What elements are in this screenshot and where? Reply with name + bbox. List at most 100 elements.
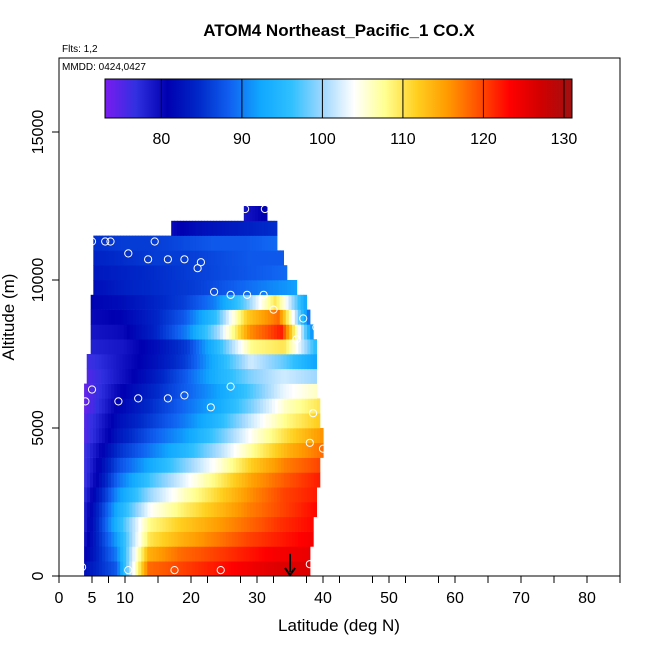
heatmap-cell bbox=[120, 561, 124, 577]
heatmap-cell bbox=[188, 428, 193, 444]
heatmap-cell bbox=[158, 442, 163, 458]
heatmap-cell bbox=[314, 428, 318, 444]
heatmap-cell bbox=[96, 428, 100, 444]
heatmap-cell bbox=[227, 398, 231, 414]
heatmap-cell bbox=[171, 220, 175, 236]
heatmap-cell bbox=[138, 487, 143, 503]
heatmap-cell bbox=[217, 339, 221, 355]
heatmap-cell bbox=[174, 561, 178, 577]
heatmap-cell bbox=[300, 546, 305, 562]
heatmap-cell bbox=[87, 502, 91, 518]
sample-point bbox=[309, 409, 318, 418]
heatmap-cell bbox=[108, 561, 112, 577]
heatmap-cell bbox=[134, 428, 139, 444]
heatmap-cell bbox=[93, 309, 98, 325]
heatmap-cell bbox=[265, 502, 269, 518]
heatmap-cell bbox=[93, 546, 97, 562]
heatmap-cell bbox=[159, 235, 164, 251]
sample-point bbox=[312, 323, 321, 332]
heatmap-cell bbox=[213, 324, 218, 340]
heatmap-cell bbox=[132, 265, 137, 281]
heatmap-cell bbox=[138, 502, 143, 518]
heatmap-cell bbox=[102, 561, 106, 577]
heatmap-cell bbox=[233, 413, 237, 429]
heatmap-cell bbox=[86, 368, 91, 384]
heatmap-cell bbox=[236, 457, 240, 473]
heatmap-cell bbox=[216, 502, 221, 518]
heatmap-cell bbox=[95, 368, 100, 384]
heatmap-cell bbox=[93, 472, 97, 488]
heatmap-cell bbox=[228, 324, 233, 340]
heatmap-cell bbox=[108, 324, 113, 340]
heatmap-cell bbox=[122, 428, 127, 444]
heatmap-cell bbox=[237, 324, 242, 340]
heatmap-cell bbox=[203, 354, 207, 370]
heatmap-cell bbox=[306, 561, 311, 577]
heatmap-cell bbox=[143, 398, 148, 414]
heatmap-cell bbox=[99, 235, 103, 251]
heatmap-cell bbox=[129, 339, 134, 355]
heatmap-cell bbox=[280, 457, 285, 473]
heatmap-cell bbox=[288, 309, 293, 325]
heatmap-cell bbox=[137, 428, 142, 444]
heatmap-cell bbox=[147, 235, 152, 251]
heatmap-cell bbox=[153, 250, 158, 266]
heatmap-cell bbox=[305, 428, 309, 444]
heatmap-cell bbox=[249, 235, 254, 251]
colorbar: 80 90 100 110 120 130 bbox=[104, 78, 577, 148]
heatmap-cell bbox=[222, 324, 227, 340]
heatmap-cell bbox=[265, 339, 269, 355]
heatmap-cell bbox=[191, 472, 196, 488]
heatmap-cell bbox=[237, 294, 242, 310]
heatmap-cell bbox=[105, 265, 110, 281]
heatmap-cell bbox=[107, 354, 112, 370]
heatmap-cell bbox=[182, 442, 187, 458]
heatmap-cell bbox=[277, 354, 282, 370]
heatmap-cell bbox=[283, 398, 288, 414]
heatmap-cell bbox=[216, 220, 221, 236]
heatmap-cell bbox=[155, 457, 160, 473]
heatmap-cell bbox=[215, 280, 220, 296]
heatmap-cell bbox=[283, 383, 287, 399]
heatmap-cell bbox=[104, 472, 109, 488]
heatmap-cell bbox=[125, 354, 130, 370]
heatmap-cell bbox=[111, 531, 115, 547]
heatmap-cell bbox=[93, 487, 97, 503]
heatmap-cell bbox=[256, 502, 260, 518]
heatmap-cell bbox=[200, 428, 205, 444]
heatmap-cell bbox=[261, 309, 266, 325]
heatmap-cell bbox=[267, 235, 272, 251]
heatmap-cell bbox=[249, 220, 254, 236]
heatmap-cell bbox=[240, 220, 245, 236]
y-tick-label: 15000 bbox=[30, 110, 47, 155]
heatmap-cell bbox=[126, 324, 131, 340]
heatmap-cell bbox=[197, 354, 201, 370]
heatmap-cell bbox=[215, 442, 220, 458]
heatmap-cell bbox=[134, 413, 139, 429]
heatmap-cell bbox=[141, 561, 145, 577]
heatmap-cell bbox=[84, 531, 88, 547]
heatmap-cell bbox=[201, 235, 206, 251]
heatmap-cell bbox=[84, 442, 88, 458]
heatmap-cell bbox=[161, 457, 166, 473]
heatmap-cell bbox=[243, 235, 248, 251]
heatmap-cell bbox=[156, 280, 160, 296]
heatmap-cell bbox=[165, 309, 170, 325]
heatmap-cell bbox=[146, 354, 150, 370]
heatmap-cell bbox=[132, 235, 137, 251]
heatmap-cell bbox=[234, 561, 239, 577]
heatmap-cell bbox=[203, 472, 207, 488]
heatmap-cell bbox=[129, 280, 133, 296]
heatmap-cell bbox=[221, 413, 225, 429]
heatmap-cell bbox=[197, 428, 202, 444]
heatmap-cell bbox=[233, 472, 237, 488]
sample-point bbox=[144, 255, 153, 264]
heatmap-cell bbox=[179, 354, 183, 370]
heatmap-cell bbox=[207, 250, 212, 266]
heatmap-cell bbox=[150, 546, 154, 562]
heatmap-cell bbox=[226, 265, 230, 281]
heatmap-cell bbox=[262, 502, 266, 518]
heatmap-cell bbox=[270, 294, 275, 310]
heatmap-cell bbox=[304, 383, 308, 399]
heatmap-cell bbox=[285, 561, 290, 577]
